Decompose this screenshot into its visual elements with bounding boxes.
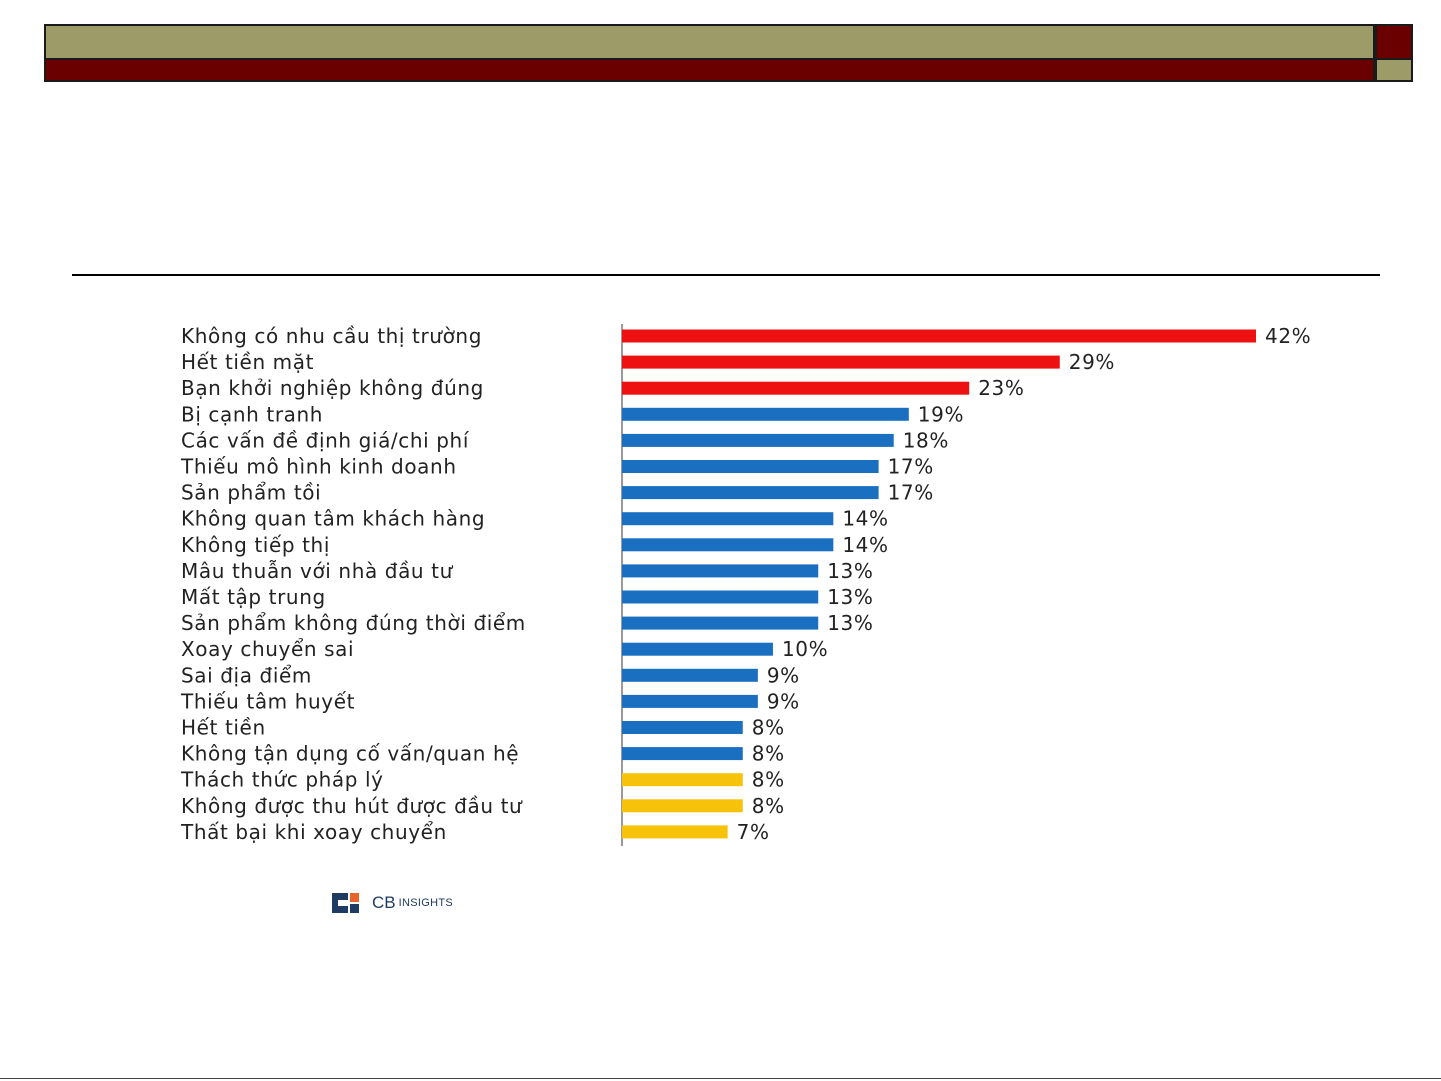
value-label: 13% — [827, 559, 873, 583]
category-label: Sản phẩm tồi — [181, 481, 321, 505]
chart-marks: Không có nhu cầu thị trường 42% Hết tiền m… — [180, 324, 1311, 844]
logo-suffix-text: INSIGHTS — [398, 897, 453, 909]
value-label: 13% — [827, 585, 873, 609]
category-label: Không tận dụng cố vấn/quan hệ — [181, 742, 519, 766]
bar — [622, 512, 834, 526]
value-label: 9% — [767, 663, 800, 687]
value-label: 8% — [752, 742, 785, 766]
cb-insights-logo: CB INSIGHTS — [332, 892, 453, 914]
bar — [622, 773, 743, 787]
value-label: 42% — [1265, 324, 1311, 348]
bar — [622, 460, 879, 473]
category-label: Bạn khởi nghiệp không đúng — [181, 376, 484, 400]
value-label: 18% — [903, 428, 949, 452]
value-label: 8% — [752, 768, 785, 792]
category-label: Bị cạnh tranh — [181, 402, 323, 426]
title-divider — [72, 274, 1380, 276]
category-label: Thách thức pháp lý — [180, 768, 384, 792]
bar — [622, 825, 728, 839]
bar — [622, 381, 970, 395]
header-square-maroon — [1375, 24, 1413, 60]
value-label: 19% — [918, 402, 964, 426]
bar — [622, 799, 743, 813]
bar — [622, 694, 758, 708]
bar — [622, 721, 743, 734]
bar — [622, 329, 1256, 343]
category-label: Sai địa điểm — [181, 663, 312, 687]
value-label: 8% — [752, 716, 785, 740]
category-label: Thiếu tâm huyết — [180, 689, 355, 713]
bar — [622, 433, 894, 447]
bar — [622, 564, 819, 578]
category-label: Thất bại khi xoay chuyển — [180, 820, 447, 844]
logo-brand-text: CB — [372, 893, 396, 912]
bar — [622, 590, 819, 604]
category-label: Không tiếp thị — [181, 533, 330, 557]
bar — [622, 642, 773, 656]
value-label: 9% — [767, 689, 800, 713]
bar — [622, 747, 743, 761]
category-label: Thiếu mô hình kinh doanh — [180, 455, 457, 479]
bar — [622, 407, 909, 421]
value-label: 14% — [842, 507, 888, 531]
category-label: Xoay chuyển sai — [181, 637, 354, 661]
bar — [622, 538, 834, 552]
category-label: Không có nhu cầu thị trường — [181, 324, 482, 348]
category-label: Không được thu hút được đầu tư — [181, 794, 523, 818]
header-square-olive — [1375, 58, 1413, 82]
header-bar-maroon — [44, 58, 1375, 82]
value-label: 23% — [978, 376, 1024, 400]
value-label: 13% — [827, 611, 873, 635]
category-label: Mất tập trung — [181, 585, 326, 609]
bottom-divider — [0, 1078, 1441, 1079]
bar — [622, 668, 758, 682]
bar — [622, 486, 879, 500]
value-label: 8% — [752, 794, 785, 818]
category-label: Sản phẩm không đúng thời điểm — [181, 611, 526, 635]
value-label: 10% — [782, 637, 828, 661]
category-label: Hết tiền mặt — [181, 350, 314, 374]
bar — [622, 616, 819, 630]
value-label: 17% — [888, 481, 934, 505]
category-label: Không quan tâm khách hàng — [181, 507, 485, 531]
value-label: 29% — [1069, 350, 1115, 374]
value-label: 7% — [737, 820, 770, 844]
value-label: 14% — [842, 533, 888, 557]
cb-insights-logo-icon — [332, 893, 368, 913]
category-label: Hết tiền — [181, 716, 266, 740]
category-label: Mâu thuẫn với nhà đầu tư — [181, 559, 454, 583]
bar — [622, 355, 1060, 369]
category-label: Các vấn đề định giá/chi phí — [181, 428, 470, 452]
value-label: 17% — [888, 455, 934, 479]
